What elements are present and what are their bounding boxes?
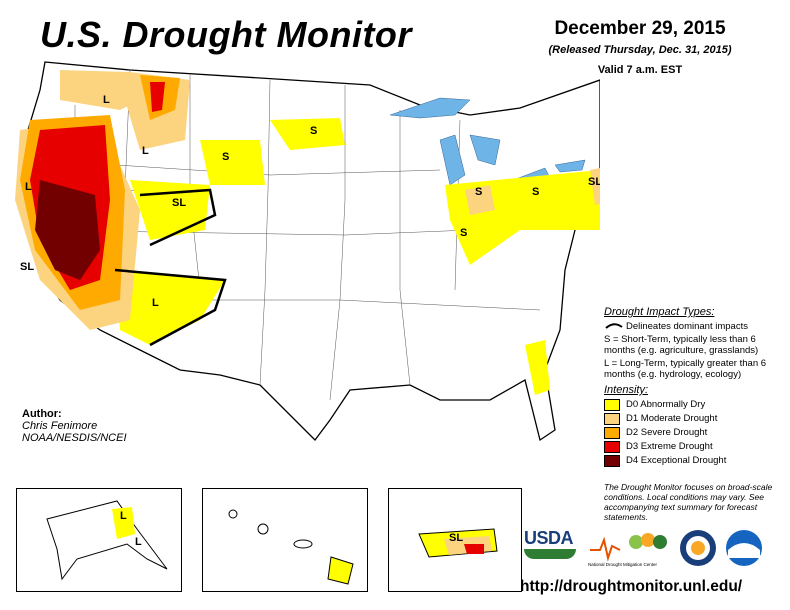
label-sl-california: SL xyxy=(20,261,34,273)
label-l-alaska-se: L xyxy=(135,536,142,548)
intensity-heading: Intensity: xyxy=(604,384,649,396)
author-org: NOAA/NESDIS/NCEI xyxy=(22,432,127,444)
delineation-line-icon xyxy=(605,323,623,329)
release-date: (Released Thursday, Dec. 31, 2015) xyxy=(548,44,732,56)
noaa-logo-icon xyxy=(726,530,762,566)
label-l-alaska: L xyxy=(120,510,127,522)
map-date: December 29, 2015 xyxy=(554,18,726,39)
legend-delineates: Delineates dominant impacts xyxy=(604,321,784,332)
alaska-map: L L xyxy=(46,500,168,581)
inset-alaska: L L xyxy=(16,488,182,592)
d3-swatch xyxy=(604,441,620,453)
label-l-arizona: L xyxy=(152,297,159,309)
usda-logo-mark xyxy=(524,549,576,559)
map-title: U.S. Drought Monitor xyxy=(40,14,412,55)
legend-d2: D2 Severe Drought xyxy=(604,427,784,439)
legend-d0: D0 Abnormally Dry xyxy=(604,399,784,411)
label-l-oregon: L xyxy=(103,94,110,106)
legend-d3: D3 Extreme Drought xyxy=(604,441,784,453)
legend-d4: D4 Exceptional Drought xyxy=(604,455,784,467)
label-s-indiana: S xyxy=(460,227,467,239)
legend-short-term: S = Short-Term, typically less than 6 mo… xyxy=(604,334,784,356)
d3-label: D3 Extreme Drought xyxy=(626,441,713,452)
label-s-wyoming: S xyxy=(222,151,229,163)
hawaii-map xyxy=(228,509,354,585)
valid-time: Valid 7 a.m. EST xyxy=(597,64,683,76)
puerto-rico-map: SL xyxy=(418,528,498,558)
d1-label: D1 Moderate Drought xyxy=(626,413,718,424)
ndmc-logo: National Drought Mitigation Center xyxy=(588,533,667,567)
d0-label: D0 Abnormally Dry xyxy=(626,399,706,410)
website-url[interactable]: http://droughtmonitor.unl.edu/ xyxy=(520,578,743,595)
inset-hawaii xyxy=(202,488,368,592)
author-block: Author: Chris Fenimore NOAA/NESDIS/NCEI xyxy=(22,408,127,444)
label-l-california: L xyxy=(25,181,32,193)
label-s-dakota: S xyxy=(310,125,317,137)
impact-delineation-lines xyxy=(114,188,227,347)
conus-drought-map: L L L SL SL L S S S S S SL xyxy=(15,61,600,442)
long-term-text: L = Long-Term, typically greater than 6 … xyxy=(604,358,767,380)
legend-d1: D1 Moderate Drought xyxy=(604,413,784,425)
usda-logo: USDA xyxy=(524,528,576,568)
inset-puerto-rico: SL xyxy=(388,488,522,592)
d4-label: D4 Exceptional Drought xyxy=(626,455,727,466)
disclaimer-note: The Drought Monitor focuses on broad-sca… xyxy=(604,482,773,522)
label-sl-utah: SL xyxy=(172,197,186,209)
d1-swatch xyxy=(604,413,620,425)
label-s-ohio: S xyxy=(532,186,539,198)
author-heading: Author: xyxy=(22,408,62,420)
d4-swatch xyxy=(604,455,620,467)
commerce-seal-icon xyxy=(680,530,716,566)
label-sl-newengland: SL xyxy=(588,176,600,188)
delineates-text: Delineates dominant impacts xyxy=(626,321,748,332)
d2-label: D2 Severe Drought xyxy=(626,427,708,438)
author-name: Chris Fenimore xyxy=(22,420,98,432)
legend: Drought Impact Types: Delineates dominan… xyxy=(604,306,784,469)
usda-logo-text: USDA xyxy=(524,528,574,548)
d4-areas xyxy=(35,180,100,280)
d0-swatch xyxy=(604,399,620,411)
d2-swatch xyxy=(604,427,620,439)
impact-types-heading: Drought Impact Types: xyxy=(604,306,715,318)
label-sl-pr: SL xyxy=(449,532,463,544)
legend-long-term: L = Long-Term, typically greater than 6 … xyxy=(604,358,784,380)
label-l-idaho: L xyxy=(142,145,149,157)
ndmc-logo-text: National Drought Mitigation Center xyxy=(588,562,658,567)
label-s-michigan: S xyxy=(475,186,482,198)
short-term-text: S = Short-Term, typically less than 6 mo… xyxy=(604,334,759,356)
